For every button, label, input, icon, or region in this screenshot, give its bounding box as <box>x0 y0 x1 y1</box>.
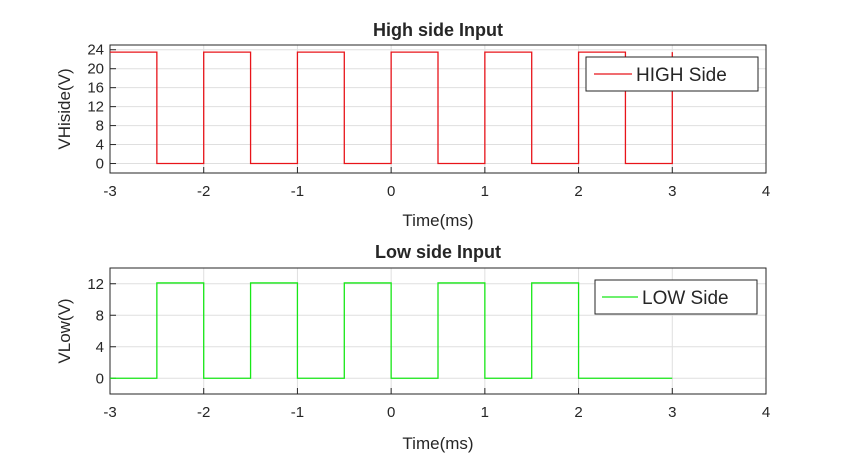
high-x-tick-labels: -3 -2 -1 0 1 2 3 4 <box>103 183 770 200</box>
high-x-tick-label: -2 <box>197 183 210 200</box>
high-y-tick-label: 16 <box>87 80 104 97</box>
high-x-tick-label: 4 <box>762 183 770 200</box>
low-x-tick-label: 1 <box>481 404 489 421</box>
high-y-tick-label: 24 <box>87 42 104 59</box>
high-x-tick-label: -3 <box>103 183 116 200</box>
low-x-tick-label: 3 <box>668 404 676 421</box>
low-tick-marks <box>109 283 767 394</box>
high-legend-label: HIGH Side <box>636 65 727 86</box>
high-y-tick-label: 4 <box>96 137 104 154</box>
low-x-tick-label: -2 <box>197 404 210 421</box>
low-x-tick-label: 4 <box>762 404 770 421</box>
high-y-tick-label: 8 <box>96 118 104 135</box>
high-y-tick-label: 12 <box>87 99 104 116</box>
high-y-tick-labels: 0 4 8 12 16 20 24 <box>87 42 104 173</box>
low-y-tick-label: 8 <box>96 307 104 324</box>
high-side-series-line <box>110 51 673 165</box>
low-plot-area <box>109 267 767 395</box>
low-y-tick-label: 12 <box>87 276 104 293</box>
low-y-tick-label: 4 <box>96 339 104 356</box>
low-x-tick-label: 2 <box>574 404 582 421</box>
high-x-tick-label: 2 <box>574 183 582 200</box>
high-tick-marks <box>109 49 767 173</box>
low-y-tick-labels: 0 4 8 12 <box>87 276 104 388</box>
high-x-tick-label: 1 <box>481 183 489 200</box>
high-x-tick-label: 0 <box>387 183 395 200</box>
high-plot-area <box>109 44 767 174</box>
low-y-axis-label: VLow(V) <box>55 298 74 363</box>
low-x-tick-label: 0 <box>387 404 395 421</box>
low-x-tick-label: -3 <box>103 404 116 421</box>
high-y-tick-label: 0 <box>96 156 104 173</box>
high-y-tick-label: 20 <box>87 61 104 78</box>
high-legend[interactable]: HIGH Side <box>585 56 759 92</box>
low-legend-label: LOW Side <box>642 288 729 309</box>
low-y-tick-label: 0 <box>96 370 104 387</box>
high-x-axis-label: Time(ms) <box>402 211 473 230</box>
low-x-tick-labels: -3 -2 -1 0 1 2 3 4 <box>103 404 770 421</box>
high-x-tick-label: -1 <box>291 183 304 200</box>
low-chart-title: Low side Input <box>375 242 501 262</box>
low-side-series-line <box>110 282 673 379</box>
high-x-tick-label: 3 <box>668 183 676 200</box>
low-x-axis-label: Time(ms) <box>402 434 473 453</box>
low-x-tick-label: -1 <box>291 404 304 421</box>
high-y-axis-label: VHiside(V) <box>55 68 74 149</box>
high-chart-title: High side Input <box>373 20 503 40</box>
low-legend[interactable]: LOW Side <box>594 279 758 315</box>
